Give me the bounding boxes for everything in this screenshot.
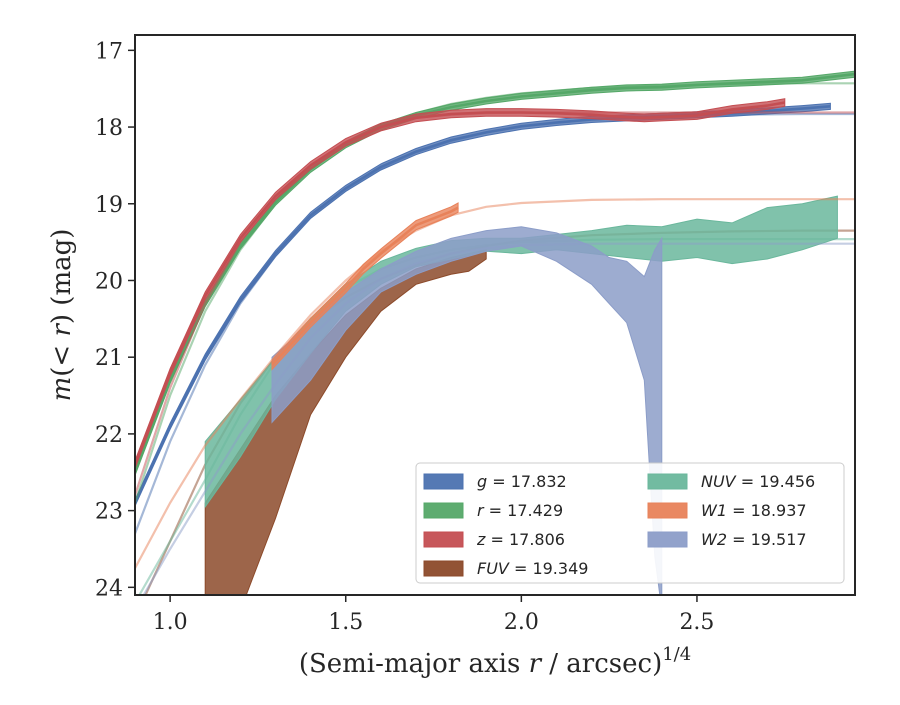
series-g-band <box>135 102 831 507</box>
legend-swatch-r <box>423 502 464 519</box>
series-z <box>135 98 855 496</box>
legend-item-g: g = 17.832 <box>423 472 567 491</box>
x-axis-label: (Semi-major axis r / arcsec)1/4 <box>299 644 691 679</box>
legend-label-w1: W1 = 18.937 <box>701 501 807 520</box>
legend-swatch-w1 <box>647 502 688 519</box>
y-tick-label: 20 <box>95 269 123 294</box>
legend-swatch-g <box>423 473 464 490</box>
legend-label-g: g = 17.832 <box>477 472 567 491</box>
legend-item-w1: W1 = 18.937 <box>647 501 807 520</box>
legend-label-w2: W2 = 19.517 <box>701 530 807 549</box>
y-tick-label: 17 <box>95 39 123 64</box>
series-layer <box>135 70 855 595</box>
plot-frame <box>134 34 856 596</box>
legend-swatch-w2 <box>647 531 688 548</box>
legend-label-r: r = 17.429 <box>477 501 563 520</box>
legend-swatch-z <box>423 531 464 548</box>
legend-item-w2: W2 = 19.517 <box>647 530 807 549</box>
legend-item-r: r = 17.429 <box>423 501 563 520</box>
tick-layer: 1.0 1.5 2.0 2.5 17 18 19 20 21 22 23 24 <box>95 39 714 635</box>
legend-item-z: z = 17.806 <box>423 530 565 549</box>
series-r-line <box>135 72 855 473</box>
legend-label-z: z = 17.806 <box>476 530 565 549</box>
y-tick-label: 23 <box>95 500 123 525</box>
legend-label-nuv: NUV = 19.456 <box>701 472 815 491</box>
y-axis-label: m(< r) (mag) <box>47 229 77 402</box>
series-w1-line <box>271 206 459 366</box>
x-tick-label: 2.0 <box>504 610 539 635</box>
x-tick-label: 1.0 <box>153 610 188 635</box>
legend-item-nuv: NUV = 19.456 <box>647 472 815 491</box>
series-w2-band <box>271 226 663 595</box>
x-tick-label: 1.5 <box>328 610 363 635</box>
legend-swatch-fuv <box>423 560 464 577</box>
legend-item-fuv: FUV = 19.349 <box>423 559 588 578</box>
x-tick-label: 2.5 <box>679 610 714 635</box>
series-w2 <box>142 226 855 595</box>
series-w1-model <box>135 198 855 569</box>
series-w1-band <box>271 202 459 371</box>
series-z-band <box>135 98 786 469</box>
y-tick-label: 24 <box>95 576 123 601</box>
legend-box <box>415 462 845 584</box>
y-tick-label: 18 <box>95 116 123 141</box>
legend: g = 17.832 r = 17.429 z = 17.806 FUV = 19.3… <box>415 462 845 584</box>
y-tick-label: 22 <box>95 423 123 448</box>
legend-label-fuv: FUV = 19.349 <box>477 559 588 578</box>
legend-swatch-nuv <box>647 473 688 490</box>
y-tick-label: 21 <box>95 346 123 371</box>
series-w1 <box>135 198 855 569</box>
y-tick-label: 19 <box>95 193 123 218</box>
series-z-line <box>135 101 786 466</box>
